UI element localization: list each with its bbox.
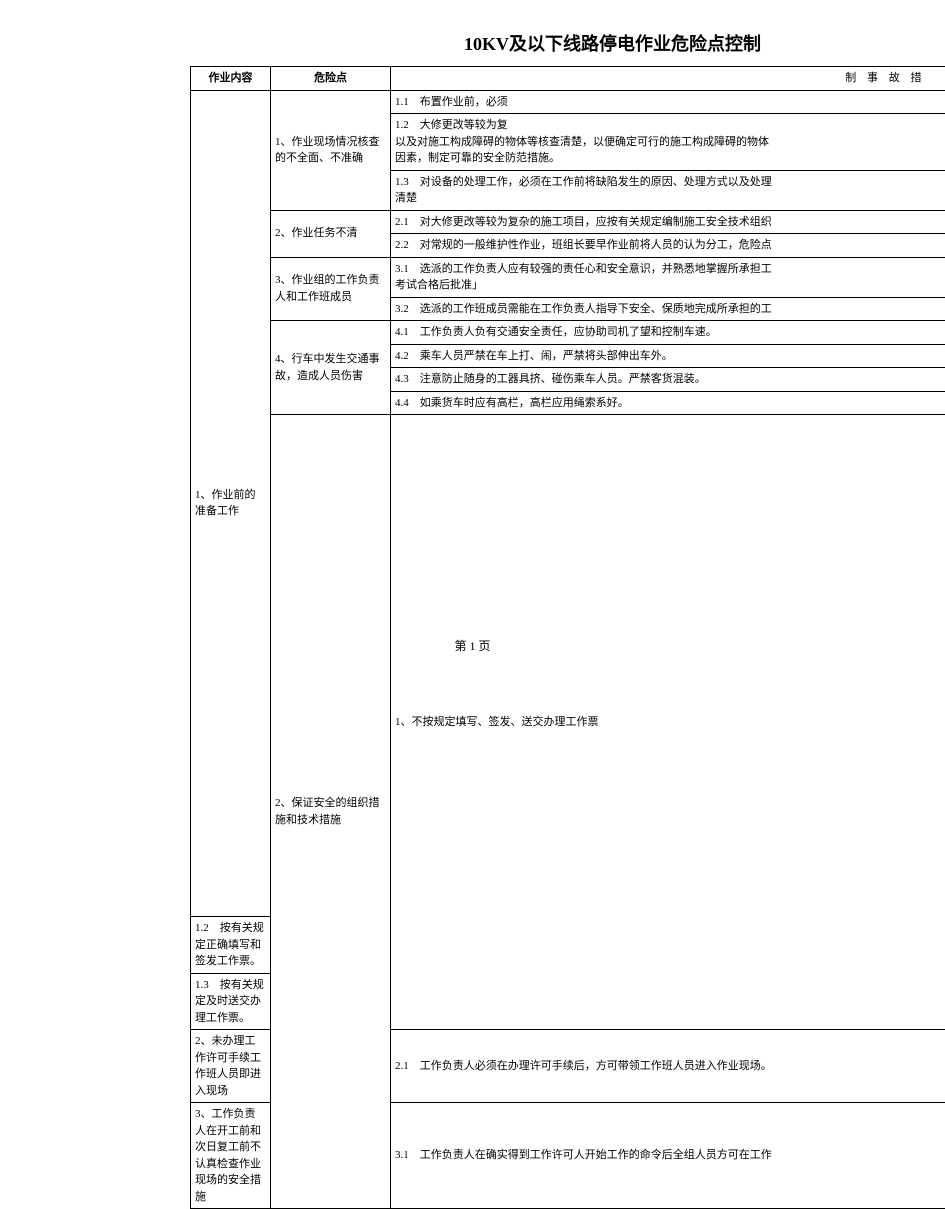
header-col3: 制 事 故 措 (391, 67, 945, 91)
measure-cell: 4.1 工作负责人负有交通安全责任，应协助司机了望和控制车速。 (391, 321, 945, 345)
measure-cell: 4.3 注意防止随身的工器具挤、碰伤乘车人员。严禁客货混装。 (391, 368, 945, 392)
hazard-1-3: 3、作业组的工作负责人和工作班成员 (271, 257, 391, 321)
measure-cell: 2.1 工作负责人必须在办理许可手续后，方可带领工作班人员进入作业现场。 (391, 1030, 945, 1103)
table-row: 2、保证安全的组织措施和技术措施 1、不按规定填写、签发、送交办理工作票 1.1… (191, 415, 945, 917)
header-col2: 危险点 (271, 67, 391, 91)
hazard-1-4: 4、行车中发生交通事故，造成人员伤害 (271, 321, 391, 415)
table-row: 3、作业组的工作负责人和工作班成员 3.1 选派的工作负责人应有较强的责任心和安… (191, 257, 945, 297)
header-col1: 作业内容 (191, 67, 271, 91)
measure-cell: 1.2 按有关规定正确填写和签发工作票。 (191, 917, 271, 974)
measure-cell: 1.2 大修更改等较为复 以及对施工构成障碍的物体等核查清楚，以便确定可行的施工… (391, 114, 945, 171)
measure-cell: 3.2 选派的工作班成员需能在工作负责人指导下安全、保质地完成所承担的工 (391, 297, 945, 321)
measure-cell: 2.1 对大修更改等较为复杂的施工项目，应按有关规定编制施工安全技术组织 (391, 210, 945, 234)
measure-cell: 2.2 对常规的一般维护性作业，班组长要早作业前将人员的认为分工，危险点 (391, 234, 945, 258)
measure-cell: 3.1 选派的工作负责人应有较强的责任心和安全意识，并熟悉地掌握所承担工 考试合… (391, 257, 945, 297)
page-footer: 第 1 页 (0, 637, 945, 654)
measure-cell: 4.4 如乘货车时应有高栏，高栏应用绳索系好。 (391, 391, 945, 415)
measure-cell: 4.2 乘车人员严禁在车上打、闹，严禁将头部伸出车外。 (391, 344, 945, 368)
measure-cell: 3.1 工作负责人在确实得到工作许可人开始工作的命令后全组人员方可在工作 (391, 1103, 945, 1209)
hazard-2-1: 1、不按规定填写、签发、送交办理工作票 (391, 415, 945, 1030)
table-row: 2、作业任务不清 2.1 对大修更改等较为复杂的施工项目，应按有关规定编制施工安… (191, 210, 945, 234)
hazard-2-2: 2、未办理工作许可手续工作班人员即进入现场 (191, 1030, 271, 1103)
table-header-row: 作业内容 危险点 制 事 故 措 (191, 67, 945, 91)
page-title: 10KV及以下线路停电作业危险点控制 (0, 0, 945, 66)
measure-cell: 1.1 布置作业前，必须 (391, 90, 945, 114)
table-row: 4、行车中发生交通事故，造成人员伤害 4.1 工作负责人负有交通安全责任，应协助… (191, 321, 945, 345)
section-1-col1: 1、作业前的准备工作 (191, 90, 271, 917)
measure-cell: 1.3 对设备的处理工作，必须在工作前将缺陷发生的原因、处理方式以及处理 清楚 (391, 170, 945, 210)
table-row: 1、作业前的准备工作 1、作业现场情况核查的不全面、不准确 1.1 布置作业前，… (191, 90, 945, 114)
measure-cell: 1.3 按有关规定及时送交办理工作票。 (191, 973, 271, 1030)
hazard-1-1: 1、作业现场情况核查的不全面、不准确 (271, 90, 391, 210)
section-2-col1: 2、保证安全的组织措施和技术措施 (271, 415, 391, 1209)
hazard-1-2: 2、作业任务不清 (271, 210, 391, 257)
hazard-2-3: 3、工作负责人在开工前和次日复工前不认真检查作业现场的安全措施 (191, 1103, 271, 1209)
